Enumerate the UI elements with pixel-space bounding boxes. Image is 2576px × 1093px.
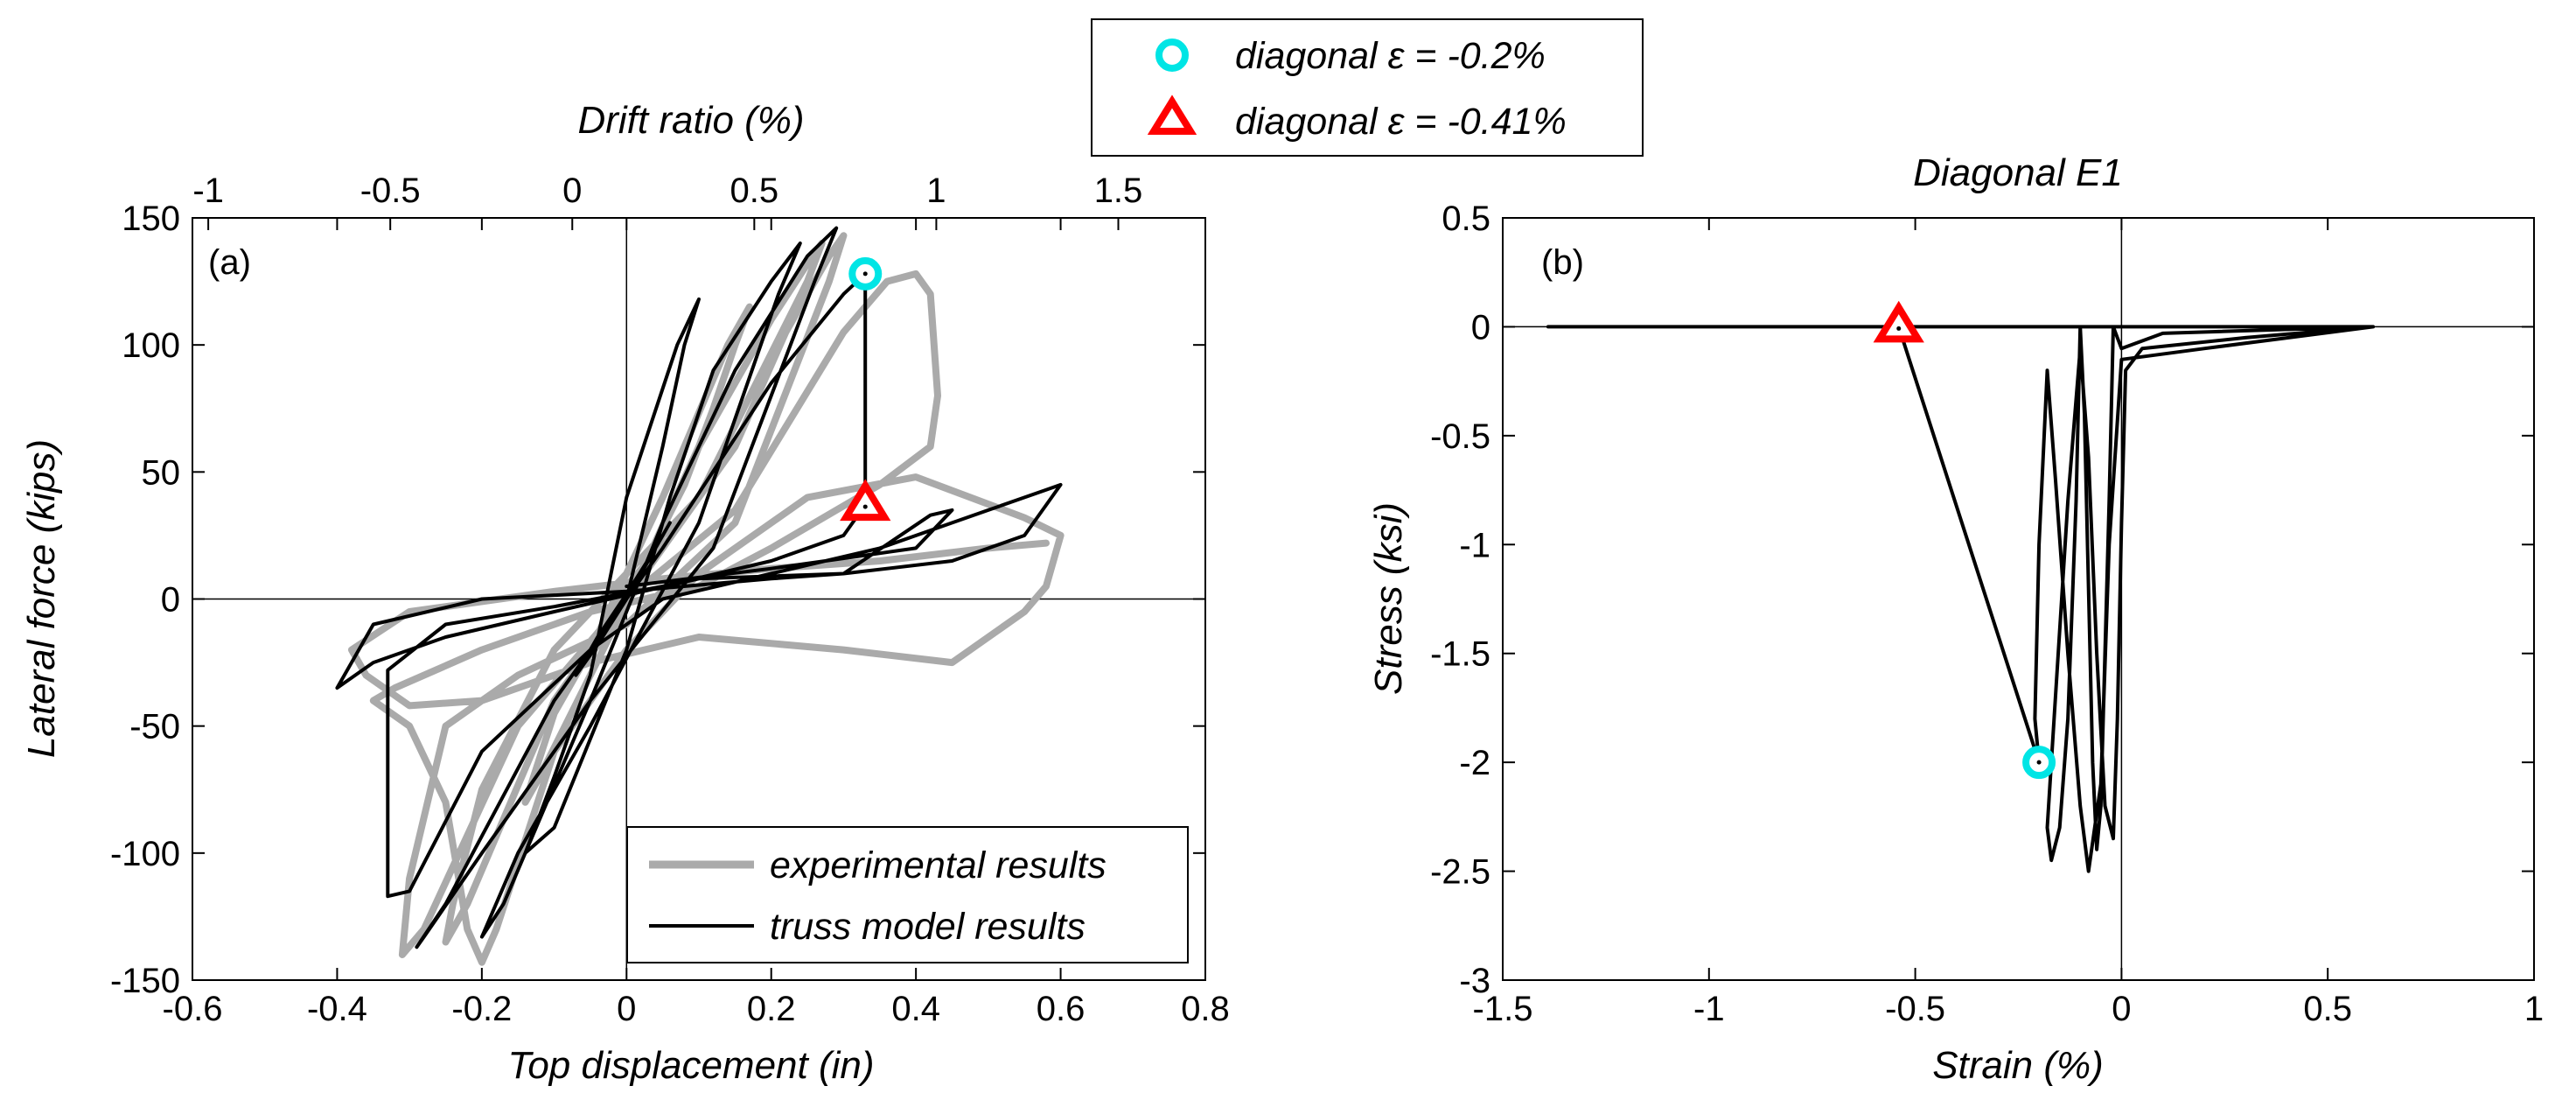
y-tick-label: 0 [1471, 308, 1490, 347]
panel-b-y-tick-labels: -3 -2.5 -2 -1.5 -1 -0.5 0 0.5 [1430, 200, 1490, 1000]
y-tick-label: -100 [110, 835, 180, 873]
x-tick-label: -1 [1693, 990, 1725, 1028]
top-axis-tick-label: 0 [562, 172, 582, 210]
panel-a-top-axis-label: Drift ratio (%) [577, 99, 804, 142]
cyan-circle-marker-icon [1155, 39, 1189, 72]
top-axis-tick-label: 0.5 [730, 172, 779, 210]
x-tick-label: 1 [2524, 990, 2544, 1028]
top-legend-item-circle: diagonal ε = -0.2% [1155, 35, 1546, 77]
y-tick-label: -150 [110, 962, 180, 1000]
marker-center-dot [862, 504, 868, 509]
y-tick-label: 0.5 [1442, 200, 1490, 238]
y-tick-label: 50 [142, 453, 181, 492]
top-legend-label-2: diagonal ε = -0.41% [1235, 101, 1567, 143]
top-axis-tick-label: -1 [192, 172, 224, 210]
marker-center-dot [862, 271, 868, 277]
x-tick-label: 0 [2112, 990, 2131, 1028]
red-triangle-marker [840, 479, 891, 522]
marker-center-dot [2036, 760, 2042, 765]
y-tick-label: 100 [122, 326, 180, 365]
series-line-truss-model-results [335, 226, 1063, 949]
panel-a-x-axis-label: Top displacement (in) [507, 1044, 874, 1087]
y-tick-label: 0 [161, 581, 180, 620]
panel-a-legend-box [626, 826, 1189, 963]
x-tick-label: 0 [617, 990, 636, 1028]
top-axis-tick-label: 1.5 [1094, 172, 1143, 210]
panel-b-title: Diagonal E1 [1913, 151, 2123, 194]
panel-b: -1.5 -1 -0.5 0 0.5 1 -3 -2.5 -2 -1.5 -1 -0.5 0 0.5 (… [1367, 151, 2544, 1087]
red-triangle-marker [1873, 300, 1924, 343]
panel-a-x-tick-labels: -0.6 -0.4 -0.2 0 0.2 0.4 0.6 0.8 [163, 990, 1230, 1028]
panel-b-axes-box [1502, 217, 2535, 981]
panel-b-series [1546, 325, 2376, 873]
panel-a-legend: experimental results truss model results [626, 826, 1189, 963]
panel-b-ticks [1502, 217, 2535, 981]
x-tick-label: -1.5 [1473, 990, 1533, 1028]
panel-a-top-tick-labels: -1 -0.5 0 0.5 1 1.5 [192, 172, 1142, 210]
series-line-series-0 [1546, 325, 2376, 873]
panel-a-label: (a) [208, 243, 251, 282]
top-axis-tick-label: 1 [926, 172, 946, 210]
top-legend-label-1: diagonal ε = -0.2% [1235, 35, 1546, 77]
x-tick-label: -0.6 [163, 990, 223, 1028]
x-tick-label: -0.4 [307, 990, 367, 1028]
panel-b-y-axis-label: Stress (ksi) [1367, 502, 1410, 695]
top-legend-item-triangle: diagonal ε = -0.41% [1147, 95, 1567, 143]
panel-a-y-axis-label: Lateral force (kips) [20, 439, 63, 758]
y-tick-label: -3 [1459, 962, 1490, 1000]
panel-a-y-tick-labels: -150 -100 -50 0 50 100 150 [110, 200, 180, 1000]
panel-b-markers [1873, 300, 2056, 780]
x-tick-label: 0.6 [1037, 990, 1086, 1028]
y-tick-label: -0.5 [1430, 417, 1490, 456]
y-tick-label: 150 [122, 200, 180, 238]
marker-center-dot [1896, 326, 1902, 331]
y-tick-label: -1.5 [1430, 635, 1490, 674]
legend-label-truss: truss model results [770, 906, 1086, 948]
top-axis-tick-label: -0.5 [360, 172, 421, 210]
panel-b-x-axis-label: Strain (%) [1932, 1044, 2104, 1087]
y-tick-label: -50 [129, 708, 180, 746]
legend-label-experimental: experimental results [770, 844, 1106, 886]
panel-a: -0.6 -0.4 -0.2 0 0.2 0.4 0.6 0.8 -150 -100 -50 0 50… [20, 99, 1230, 1087]
red-triangle-marker-icon [1147, 95, 1197, 135]
panel-b-label: (b) [1541, 243, 1584, 282]
y-tick-label: -2.5 [1430, 853, 1490, 892]
x-tick-label: 0.5 [2303, 990, 2352, 1028]
panel-a-markers [840, 256, 891, 522]
y-tick-label: -2 [1459, 744, 1490, 782]
x-tick-label: 0.2 [747, 990, 796, 1028]
x-tick-label: 0.4 [891, 990, 940, 1028]
panel-a-ticks [192, 217, 1206, 981]
top-legend: diagonal ε = -0.2% diagonal ε = -0.41% [1091, 18, 1644, 157]
x-tick-label: -0.5 [1885, 990, 1945, 1028]
panel-b-x-tick-labels: -1.5 -1 -0.5 0 0.5 1 [1473, 990, 2545, 1028]
panel-a-series [335, 226, 1065, 966]
x-tick-label: -0.2 [451, 990, 512, 1028]
y-tick-label: -1 [1459, 526, 1490, 564]
x-tick-label: 0.8 [1181, 990, 1230, 1028]
